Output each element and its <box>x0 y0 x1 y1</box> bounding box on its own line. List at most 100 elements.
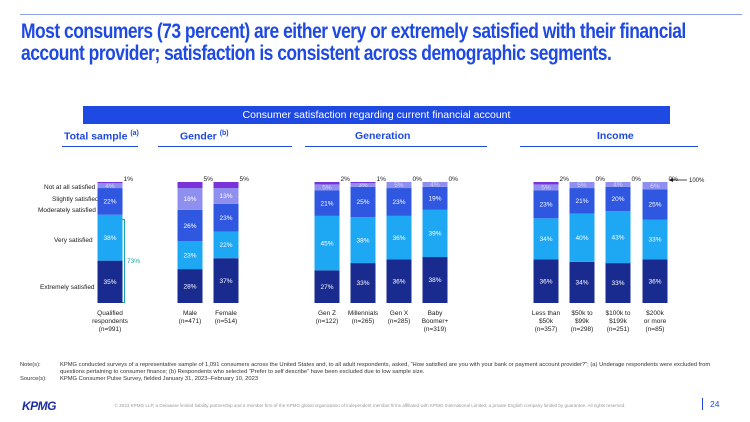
section-title-income: Income <box>597 130 634 142</box>
bar-segment-very <box>533 218 559 260</box>
bar-segment-very <box>97 214 123 261</box>
data-label-moderately: 23% <box>539 202 552 209</box>
bar-segment-moderately <box>422 186 448 210</box>
x-tick-label: Qualified respondents (n=991) <box>92 310 128 333</box>
bar-segment-slightly <box>213 188 239 204</box>
data-label-not-at-all: 0% <box>669 176 679 183</box>
bar-segment-moderately <box>213 203 239 232</box>
data-label-slightly: 13% <box>219 193 232 200</box>
data-label-slightly: 3% <box>358 182 368 189</box>
data-label-moderately: 23% <box>219 215 232 222</box>
data-label-extremely: 28% <box>183 283 196 290</box>
data-label-not-at-all: 1% <box>124 176 134 183</box>
bar-segment-extremely <box>314 270 340 303</box>
bar-segment-very <box>642 219 668 260</box>
arrow-head-icon <box>669 178 673 182</box>
x-tick-label: Gen X (n=285) <box>387 310 411 325</box>
page-number: 24 <box>710 399 720 409</box>
data-label-slightly: 6% <box>650 183 660 190</box>
bar-segment-very <box>177 241 203 270</box>
data-label-very: 33% <box>648 237 661 244</box>
data-label-very: 34% <box>539 236 552 243</box>
bar-segment-slightly <box>422 182 448 187</box>
data-label-extremely: 36% <box>392 278 405 285</box>
data-label-moderately: 20% <box>611 196 624 203</box>
bar-segment-very <box>314 215 340 271</box>
bar-segment-very <box>422 209 448 258</box>
data-label-very: 38% <box>356 237 369 244</box>
data-label-very: 22% <box>219 242 232 249</box>
bar-segment-extremely <box>533 259 559 303</box>
data-label-very: 43% <box>611 234 624 241</box>
bar-segment-very <box>386 215 412 260</box>
bar-segment-slightly <box>177 188 203 210</box>
section-rule-generation <box>305 146 487 147</box>
bar-segment-not-at-all <box>350 182 376 184</box>
x-tick-label: $50k to $99k (n=298) <box>570 310 594 333</box>
data-label-moderately: 25% <box>648 202 661 209</box>
data-label-extremely: 33% <box>356 280 369 287</box>
data-label-moderately: 26% <box>183 223 196 230</box>
bar-segment-slightly <box>386 182 412 189</box>
data-label-extremely: 35% <box>103 279 116 286</box>
data-label-slightly: 5% <box>541 185 551 192</box>
data-label-slightly: 18% <box>183 196 196 203</box>
bar-segment-slightly <box>533 184 559 191</box>
bar-segment-extremely <box>569 261 595 303</box>
data-label-slightly: 5% <box>322 185 332 192</box>
bar-segment-not-at-all <box>177 182 203 189</box>
bar-segment-moderately <box>314 190 340 216</box>
data-label-extremely: 34% <box>575 280 588 287</box>
bar-segment-slightly <box>350 183 376 187</box>
data-label-not-at-all: 0% <box>449 176 459 183</box>
x-tick-label: Female (n=514) <box>214 310 238 325</box>
kpmg-logo: KPMG <box>22 399 57 413</box>
bar-segment-extremely <box>386 259 412 303</box>
data-label-very: 39% <box>428 231 441 238</box>
data-label-extremely: 37% <box>219 278 232 285</box>
x-tick-label: Less than $50k (n=357) <box>531 310 561 333</box>
data-label-moderately: 25% <box>356 199 369 206</box>
bar-segment-slightly <box>569 182 595 189</box>
section-title-generation: Generation <box>355 130 411 142</box>
bar-segment-not-at-all <box>533 182 559 185</box>
section-rule-income <box>520 146 698 147</box>
x-tick-label: $100k to $199k (n=251) <box>605 310 631 333</box>
data-label-not-at-all: 0% <box>632 176 642 183</box>
data-label-not-at-all: 1% <box>377 176 387 183</box>
data-label-very: 45% <box>320 240 333 247</box>
data-label-moderately: 19% <box>428 196 441 203</box>
bar-segment-slightly <box>97 183 123 189</box>
bar-segment-moderately <box>386 188 412 216</box>
top-rule <box>20 14 742 15</box>
data-label-not-at-all: 0% <box>596 176 606 183</box>
section-rule-gender <box>158 146 292 147</box>
row-label-extremely: Extremely satisfied <box>40 284 95 291</box>
x-tick-label: $200k or more (n=85) <box>643 310 667 333</box>
bar-segment-moderately <box>177 209 203 242</box>
data-label-very: 36% <box>392 235 405 242</box>
data-label-moderately: 21% <box>575 198 588 205</box>
bar-segment-very <box>350 217 376 264</box>
bar-segment-slightly <box>642 182 668 190</box>
bar-segment-extremely <box>350 263 376 303</box>
data-label-extremely: 33% <box>611 280 624 287</box>
bar-segment-very <box>605 211 631 264</box>
data-label-very: 38% <box>103 235 116 242</box>
data-label-moderately: 21% <box>320 200 333 207</box>
row-label-very: Very satisfied <box>54 237 93 244</box>
bar-segment-extremely <box>97 260 123 303</box>
bar-segment-moderately <box>605 186 631 212</box>
data-label-not-at-all: 2% <box>560 176 570 183</box>
data-label-slightly: 4% <box>613 182 623 189</box>
page-number-divider <box>702 398 703 410</box>
bracket-label: 73% <box>127 258 141 265</box>
page-title: Most consumers (73 percent) are either v… <box>21 20 686 65</box>
data-label-extremely: 36% <box>648 278 661 285</box>
bar-segment-very <box>213 231 239 259</box>
bar-segment-not-at-all <box>314 182 340 185</box>
section-rule-total <box>62 146 138 147</box>
notes: Note(s): KPMG conducted surveys of a repr… <box>20 362 720 383</box>
data-label-very: 40% <box>575 235 588 242</box>
bar-segment-slightly <box>314 184 340 191</box>
